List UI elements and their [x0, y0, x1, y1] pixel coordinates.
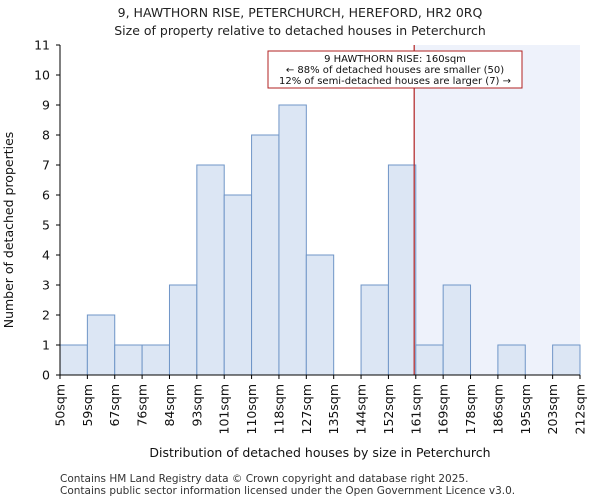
- y-tick-labels: 0 1 2 3 4 5 6 7 8 9 10 11: [34, 38, 50, 383]
- bar-118sqm: [278, 104, 307, 376]
- bar-76sqm: [141, 344, 170, 376]
- y-axis-label: Number of detached properties: [1, 132, 16, 329]
- x-tick-label-212sqm: 212sqm: [573, 384, 588, 434]
- x-tick-label-84sqm: 84sqm: [162, 384, 177, 427]
- y-tick-label-3: 3: [42, 278, 50, 293]
- bar-93sqm: [196, 164, 225, 376]
- bar-161sqm: [415, 344, 444, 376]
- footer-line-1: Contains HM Land Registry data © Crown c…: [60, 473, 468, 485]
- x-tick-label-67sqm: 67sqm: [107, 384, 122, 427]
- x-tick-label-101sqm: 101sqm: [217, 384, 232, 434]
- x-tick-label-110sqm: 110sqm: [244, 384, 259, 434]
- x-tick-label-186sqm: 186sqm: [490, 384, 505, 434]
- x-tick-label-178sqm: 178sqm: [463, 384, 478, 434]
- x-tick-label-50sqm: 50sqm: [53, 384, 68, 427]
- larger-region-shade: [414, 45, 580, 375]
- y-tick-label-2: 2: [42, 308, 50, 323]
- annotation-line-1: 9 HAWTHORN RISE: 160sqm: [324, 54, 466, 65]
- x-tick-label-144sqm: 144sqm: [354, 384, 369, 434]
- bar-67sqm: [114, 344, 143, 376]
- y-tick-label-10: 10: [34, 68, 50, 83]
- x-tick-label-152sqm: 152sqm: [381, 384, 396, 434]
- x-tick-label-76sqm: 76sqm: [135, 384, 150, 427]
- annotation-frame: [267, 50, 523, 89]
- annotation-line-2: ← 88% of detached houses are smaller (50…: [286, 65, 504, 76]
- footer-line-2: Contains public sector information licen…: [60, 485, 515, 497]
- bar-110sqm: [251, 134, 280, 376]
- x-tick-label-195sqm: 195sqm: [518, 384, 533, 434]
- bar-59sqm: [86, 314, 116, 376]
- y-tick-label-7: 7: [42, 158, 50, 173]
- title-line-2: Size of property relative to detached ho…: [114, 23, 486, 38]
- bar-50sqm: [59, 344, 88, 376]
- annotation-line-3: 12% of semi-detached houses are larger (…: [279, 76, 511, 87]
- bar-101sqm: [223, 194, 253, 376]
- y-tick-label-11: 11: [34, 38, 50, 53]
- bar-127sqm: [305, 254, 335, 376]
- y-tick-label-8: 8: [42, 128, 50, 143]
- x-tick-labels: 50sqm 59sqm 67sqm 76sqm 84sqm 93sqm 101sqm 110s…: [53, 384, 600, 434]
- annotation-box: 9 HAWTHORN RISE: 160sqm← 88% of detached…: [267, 50, 523, 89]
- title-line-1: 9, HAWTHORN RISE, PETERCHURCH, HEREFORD,…: [118, 5, 483, 20]
- bar-169sqm: [442, 284, 472, 376]
- x-tick-label-161sqm: 161sqm: [408, 384, 423, 434]
- bar-186sqm: [497, 344, 526, 376]
- y-tick-label-0: 0: [42, 368, 50, 383]
- bar-203sqm: [552, 344, 581, 376]
- axes: [56, 44, 581, 379]
- y-tick-label-5: 5: [42, 218, 50, 233]
- y-tick-label-1: 1: [42, 338, 50, 353]
- chart-title: 9, HAWTHORN RISE, PETERCHURCH, HEREFORD,…: [114, 5, 486, 38]
- x-tick-label-127sqm: 127sqm: [299, 384, 314, 434]
- y-tick-label-6: 6: [42, 188, 50, 203]
- x-tick-label-118sqm: 118sqm: [271, 384, 286, 434]
- bar-144sqm: [360, 284, 389, 376]
- bar-84sqm: [168, 284, 198, 376]
- y-tick-label-9: 9: [42, 98, 50, 113]
- x-tick-label-203sqm: 203sqm: [545, 384, 560, 434]
- bar-152sqm: [387, 164, 417, 376]
- x-axis-label: Distribution of detached houses by size …: [149, 445, 490, 460]
- plot-background: [414, 45, 580, 375]
- footer: Contains HM Land Registry data © Crown c…: [60, 473, 515, 497]
- x-tick-label-169sqm: 169sqm: [436, 384, 451, 434]
- y-tick-label-4: 4: [42, 248, 50, 263]
- x-tick-label-135sqm: 135sqm: [326, 384, 341, 434]
- x-tick-label-93sqm: 93sqm: [189, 384, 204, 427]
- x-tick-label-59sqm: 59sqm: [80, 384, 95, 427]
